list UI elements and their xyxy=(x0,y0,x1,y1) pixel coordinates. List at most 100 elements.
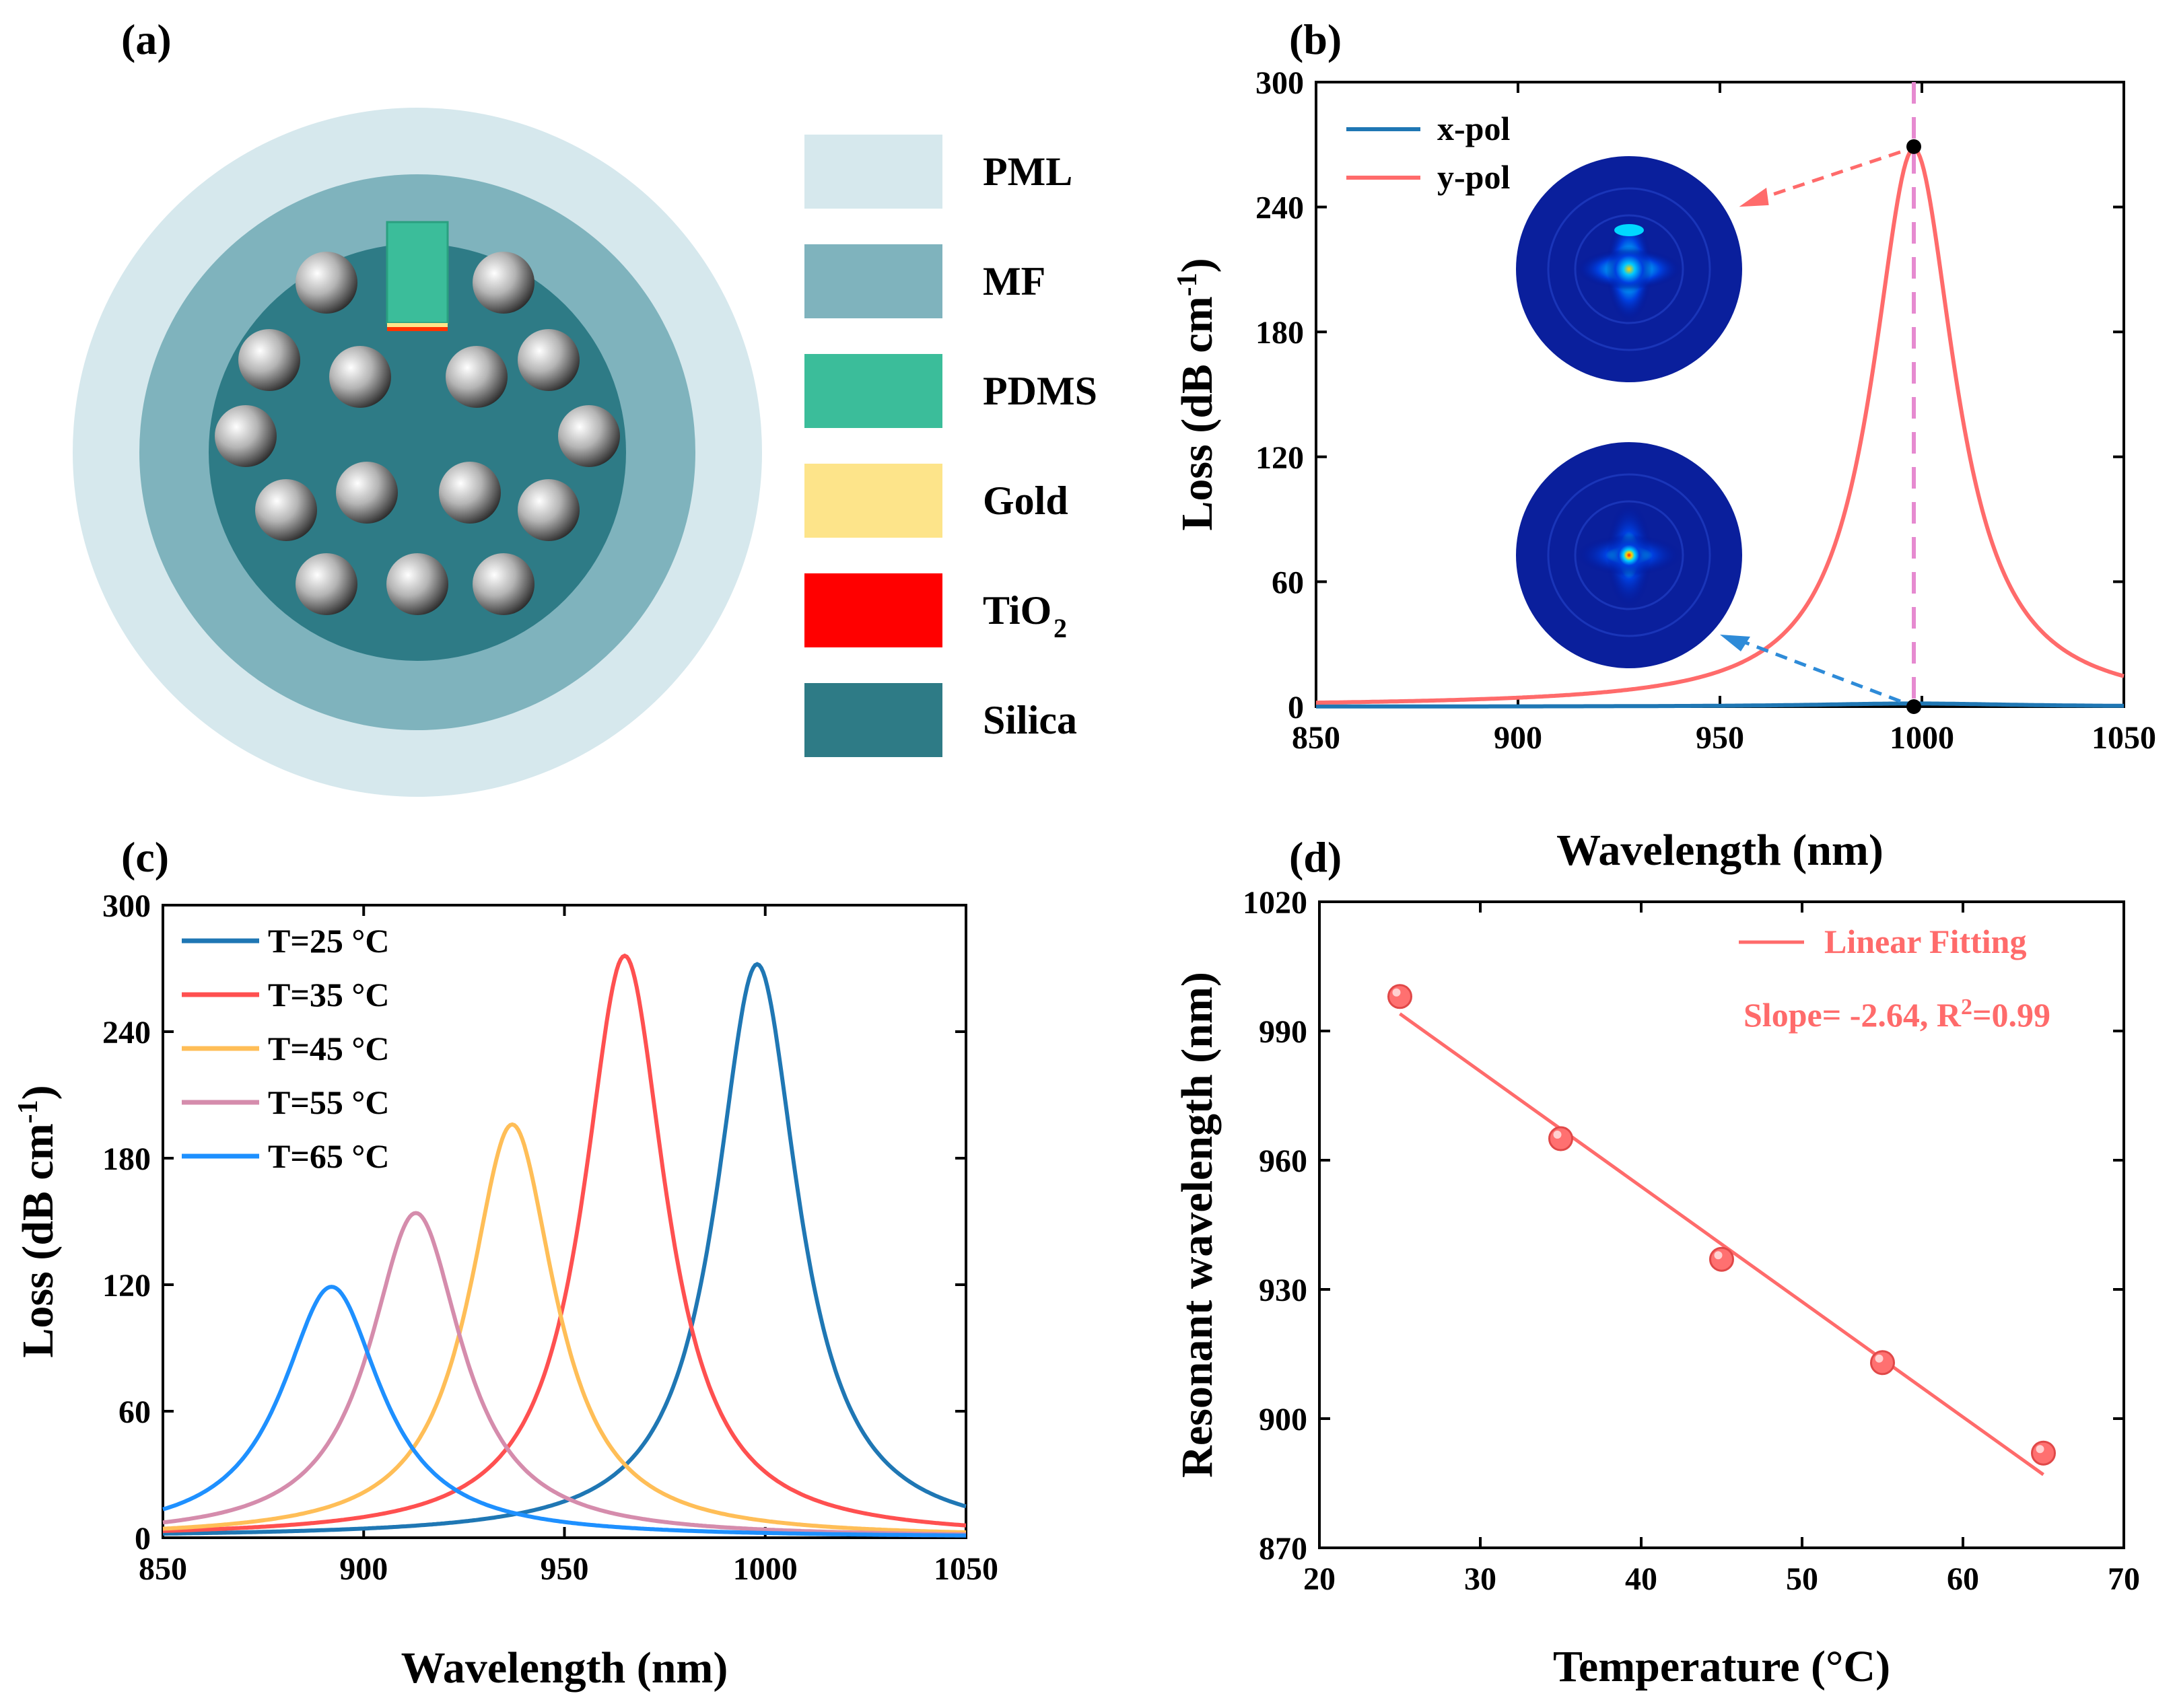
air-hole xyxy=(296,252,357,314)
mode-field-core xyxy=(1606,246,1652,292)
x-tick-label: 1050 xyxy=(934,1551,998,1587)
panel-b-label: (b) xyxy=(1289,15,1342,63)
legend-swatch-pml xyxy=(804,135,942,209)
slope-sup: 2 xyxy=(1961,995,1972,1020)
legend-label-gold: Gold xyxy=(983,478,1068,523)
y-tick-label: 1020 xyxy=(1243,885,1307,921)
legend-label-2: T=45 °C xyxy=(268,1030,389,1067)
x-tick-label: 1000 xyxy=(733,1551,798,1587)
inset-bottom-mode xyxy=(1516,442,1742,668)
y-axis-title: Loss (dB cm-1) xyxy=(1172,258,1222,530)
slope-annotation: Slope= -2.64, R2=0.99 xyxy=(1744,995,2050,1034)
panel-c-label: (c) xyxy=(121,833,169,881)
legend-label-y-pol: y-pol xyxy=(1437,158,1510,196)
legend-swatch-mf xyxy=(804,244,942,318)
series-x-pol-line xyxy=(1316,701,2124,709)
x-tick-label: 850 xyxy=(1292,720,1340,756)
y-tick-label: 300 xyxy=(102,888,151,924)
y-axis-title: Loss (dB cm-1) xyxy=(13,1085,63,1357)
inset-ring xyxy=(1547,187,1711,351)
data-point xyxy=(1870,1350,1895,1376)
legend-label-pdms: PDMS xyxy=(983,369,1097,413)
y-tick-label: 240 xyxy=(1255,190,1304,226)
x-tick-label: 950 xyxy=(1696,720,1744,756)
series-line-3 xyxy=(162,1211,966,1536)
x-tick-label: 1000 xyxy=(1890,720,1954,756)
air-hole xyxy=(439,462,501,524)
pdms-channel xyxy=(386,221,449,324)
air-hole xyxy=(255,479,317,541)
y-tick-label: 870 xyxy=(1259,1531,1307,1567)
y-axis-title-main: Loss (dB cm xyxy=(13,1123,63,1357)
inset-top-mode xyxy=(1516,156,1742,382)
data-point-highlight xyxy=(2036,1445,2044,1454)
y-tick-label: 930 xyxy=(1259,1273,1307,1308)
y-tick-label: 0 xyxy=(135,1521,151,1557)
x-axis-title: Temperature (°C) xyxy=(1553,1642,1890,1691)
air-hole xyxy=(473,553,534,615)
air-hole xyxy=(329,346,391,408)
y-tick-label: 300 xyxy=(1255,65,1304,101)
x-tick-label: 30 xyxy=(1464,1561,1496,1597)
legend-label-silica: Silica xyxy=(983,698,1077,742)
legend-label-tio: TiO xyxy=(983,588,1051,633)
y-tick-label: 0 xyxy=(1288,690,1304,725)
slope-end: =0.99 xyxy=(1972,996,2050,1034)
legend-swatch-silica xyxy=(804,683,942,757)
air-hole xyxy=(446,346,508,408)
y-tick-label: 960 xyxy=(1259,1143,1307,1179)
series-line-2 xyxy=(162,1122,967,1534)
panel-b: (b) 850 900 950 1000 1050 0 60 120 180 240 300 Wave… xyxy=(1172,15,2156,875)
plot-frame xyxy=(1318,900,2125,1549)
x-tick-label: 1050 xyxy=(2092,720,2156,756)
legend-label-mf: MF xyxy=(983,259,1045,304)
y-tick-label: 180 xyxy=(1255,315,1304,351)
y-axis-title-end: ) xyxy=(1173,258,1222,273)
annotation-arrow-bottom xyxy=(1736,637,1901,703)
slope-text: Slope= -2.64, R xyxy=(1744,996,1962,1034)
gold-layer-field-spot xyxy=(1614,224,1644,236)
y-axis-title-end: ) xyxy=(13,1085,63,1100)
inset-ring xyxy=(1574,214,1684,324)
x-tick-label: 60 xyxy=(1947,1561,1979,1597)
x-axis-title: Wavelength (nm) xyxy=(1556,826,1884,875)
data-point-highlight xyxy=(1875,1354,1884,1363)
x-tick-label: 70 xyxy=(2108,1561,2140,1597)
y-tick-label: 990 xyxy=(1259,1014,1307,1050)
gold-layer xyxy=(387,323,448,327)
data-point xyxy=(1548,1126,1573,1151)
legend-fit-label: Linear Fitting xyxy=(1824,923,2026,960)
x-tick-label: 50 xyxy=(1786,1561,1818,1597)
series-y-pol-line xyxy=(1316,146,2125,705)
series-line-0 xyxy=(162,962,967,1536)
legend-label-4: T=65 °C xyxy=(268,1137,389,1175)
legend-swatch-tio xyxy=(804,573,942,647)
legend-label-subscript: 2 xyxy=(1054,613,1067,643)
y-tick-label: 180 xyxy=(102,1141,151,1177)
legend-swatch-gold xyxy=(804,464,942,538)
y-axis-title: Resonant wavelength (nm) xyxy=(1173,972,1222,1478)
x-tick-label: 900 xyxy=(339,1551,388,1587)
mode-field-core xyxy=(1606,532,1652,578)
y-axis-title-sup: -1 xyxy=(13,1100,44,1123)
x-tick-label: 20 xyxy=(1303,1561,1336,1597)
annotation-arrowhead-top xyxy=(1739,187,1769,207)
legend-label-1: T=35 °C xyxy=(268,976,389,1013)
air-hole xyxy=(386,553,448,615)
panel-c: (c) 850 900 950 1000 1050 0 60 120 180 240 300 Wave… xyxy=(13,833,998,1693)
tio2-layer xyxy=(387,327,448,331)
data-point-highlight xyxy=(1392,988,1401,997)
x-tick-label: 850 xyxy=(139,1551,187,1587)
panel-a-label: (a) xyxy=(121,15,172,63)
data-point-highlight xyxy=(1714,1251,1723,1260)
air-hole xyxy=(296,553,357,615)
y-tick-label: 240 xyxy=(102,1015,151,1051)
panel-d: (d) 20 30 40 50 60 70 870 900 930 960 990 1020 Tempe… xyxy=(1173,833,2140,1691)
series-line-4 xyxy=(162,1285,967,1538)
linear-fit-line xyxy=(1399,1012,2044,1476)
y-tick-label: 120 xyxy=(102,1268,151,1304)
air-hole xyxy=(336,462,398,524)
air-hole xyxy=(558,405,620,467)
panel-d-label: (d) xyxy=(1289,833,1342,881)
